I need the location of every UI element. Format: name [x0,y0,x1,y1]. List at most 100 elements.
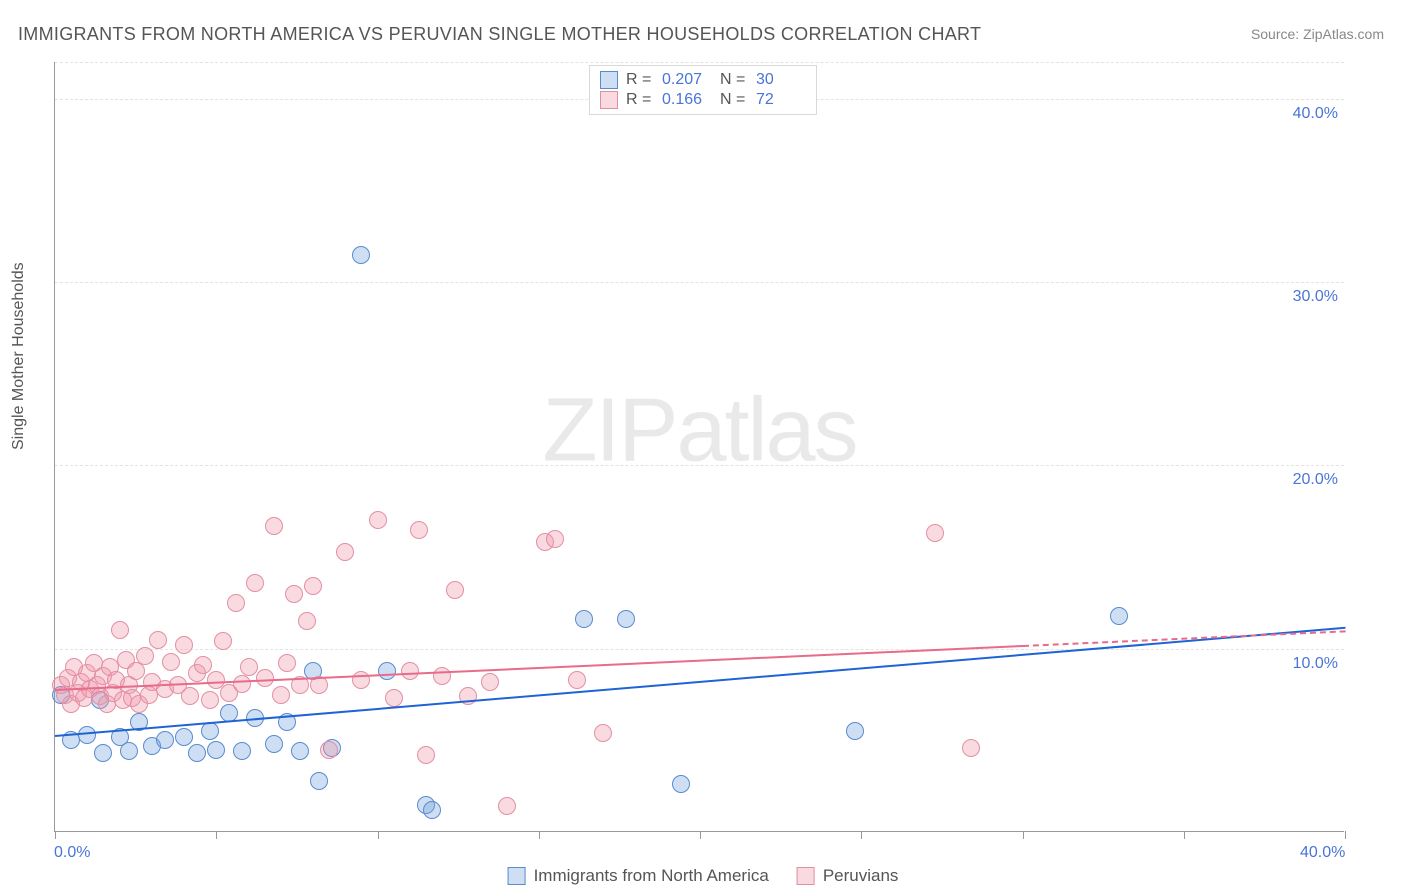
data-point [188,744,206,762]
r-value: 0.207 [662,71,712,89]
data-point [120,742,138,760]
data-point [401,662,419,680]
legend-item: Immigrants from North America [508,866,769,886]
data-point [385,689,403,707]
x-tick-mark [378,831,379,839]
legend-item-label: Peruvians [823,866,899,886]
x-tick-mark [861,831,862,839]
data-point [352,671,370,689]
data-point [617,610,635,628]
data-point [201,691,219,709]
gridline-h [55,282,1344,283]
legend-item: Peruvians [797,866,899,886]
data-point [575,610,593,628]
data-point [233,742,251,760]
legend-row: R = 0.166 N = 72 [600,90,806,110]
y-tick-label: 30.0% [1293,288,1338,306]
data-point [320,741,338,759]
data-point [272,686,290,704]
legend-item-label: Immigrants from North America [534,866,769,886]
data-point [207,741,225,759]
data-point [310,772,328,790]
data-point [162,653,180,671]
x-tick-label: 40.0% [1300,844,1345,862]
y-tick-label: 40.0% [1293,105,1338,123]
y-tick-label: 10.0% [1293,655,1338,673]
data-point [298,612,316,630]
data-point [149,631,167,649]
data-point [926,524,944,542]
data-point [214,632,232,650]
x-tick-mark [539,831,540,839]
data-point [481,673,499,691]
data-point [568,671,586,689]
data-point [136,647,154,665]
data-point [111,621,129,639]
chart-title: IMMIGRANTS FROM NORTH AMERICA VS PERUVIA… [18,24,981,45]
trend-line [1022,630,1345,647]
correlation-legend: R = 0.207 N = 30 R = 0.166 N = 72 [589,65,817,115]
data-point [265,735,283,753]
source-label: Source: ZipAtlas.com [1251,26,1384,42]
blue-swatch [600,71,618,89]
series-legend: Immigrants from North America Peruvians [508,866,899,886]
data-point [336,543,354,561]
data-point [594,724,612,742]
data-point [181,687,199,705]
n-label: N = [720,71,748,89]
scatter-plot-area: ZIPatlas 10.0% 20.0% 30.0% 40.0% [54,62,1344,832]
x-tick-mark [1345,831,1346,839]
data-point [433,667,451,685]
data-point [352,246,370,264]
pink-swatch [797,867,815,885]
watermark: ZIPatlas [542,380,856,483]
n-value: 30 [756,71,806,89]
blue-swatch [508,867,526,885]
data-point [265,517,283,535]
y-axis-label: Single Mother Households [10,262,28,450]
data-point [233,675,251,693]
data-point [446,581,464,599]
data-point [369,511,387,529]
x-tick-mark [1023,831,1024,839]
data-point [498,797,516,815]
data-point [175,636,193,654]
legend-row: R = 0.207 N = 30 [600,70,806,90]
r-value: 0.166 [662,91,712,109]
data-point [278,654,296,672]
x-tick-mark [1184,831,1185,839]
data-point [256,669,274,687]
x-tick-mark [55,831,56,839]
data-point [304,577,322,595]
data-point [175,728,193,746]
data-point [1110,607,1128,625]
data-point [201,722,219,740]
n-label: N = [720,91,748,109]
data-point [291,742,309,760]
data-point [410,521,428,539]
data-point [194,656,212,674]
data-point [417,746,435,764]
gridline-h [55,62,1344,63]
gridline-h [55,649,1344,650]
pink-swatch [600,91,618,109]
data-point [546,530,564,548]
r-label: R = [626,71,654,89]
y-tick-label: 20.0% [1293,471,1338,489]
data-point [246,574,264,592]
data-point [94,744,112,762]
x-tick-mark [216,831,217,839]
data-point [672,775,690,793]
data-point [962,739,980,757]
x-tick-label: 0.0% [54,844,90,862]
data-point [423,801,441,819]
x-tick-mark [700,831,701,839]
data-point [378,662,396,680]
r-label: R = [626,91,654,109]
data-point [285,585,303,603]
data-point [846,722,864,740]
data-point [156,731,174,749]
data-point [240,658,258,676]
n-value: 72 [756,91,806,109]
gridline-h [55,465,1344,466]
